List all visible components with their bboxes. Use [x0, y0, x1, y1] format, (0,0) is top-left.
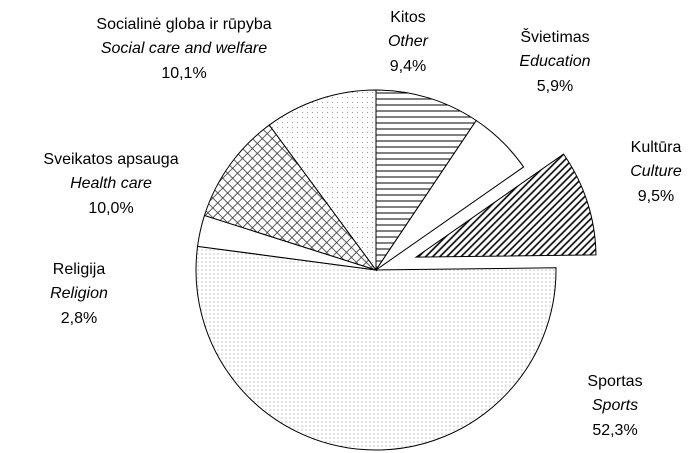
- slice-label: Sveikatos apsauga: [43, 151, 178, 168]
- pie-slice: [375, 119, 525, 271]
- slice-label-en: Education: [519, 53, 590, 70]
- slice-label-en: Health care: [70, 175, 152, 192]
- pie-slice: [268, 89, 377, 272]
- slice-label-en: Other: [388, 33, 429, 50]
- pie-slice: [203, 124, 378, 271]
- slice-label: Socialinė globa ir rūpyba: [96, 16, 271, 33]
- slice-label: Kultūra: [631, 139, 682, 156]
- slice-label: Kitos: [390, 9, 426, 26]
- slice-value-label: 5,9%: [537, 78, 573, 95]
- pie-slice: [414, 153, 597, 258]
- slice-label-en: Social care and welfare: [101, 40, 267, 57]
- slice-label-en: Religion: [50, 285, 108, 302]
- slice-value-label: 9,5%: [638, 188, 674, 205]
- slice-label-en: Sports: [592, 397, 638, 414]
- slice-label: Religija: [53, 261, 106, 278]
- slice-label: Sportas: [587, 373, 642, 390]
- slice-value-label: 52,3%: [592, 422, 637, 439]
- slice-value-label: 2,8%: [61, 310, 97, 327]
- pie-slice: [195, 245, 557, 451]
- slice-value-label: 10,0%: [88, 200, 133, 217]
- slice-value-label: 9,4%: [390, 58, 426, 75]
- slice-label: Švietimas: [520, 27, 589, 46]
- slice-value-label: 10,1%: [161, 65, 206, 82]
- pie-slice: [375, 89, 477, 272]
- slice-label-en: Culture: [630, 163, 682, 180]
